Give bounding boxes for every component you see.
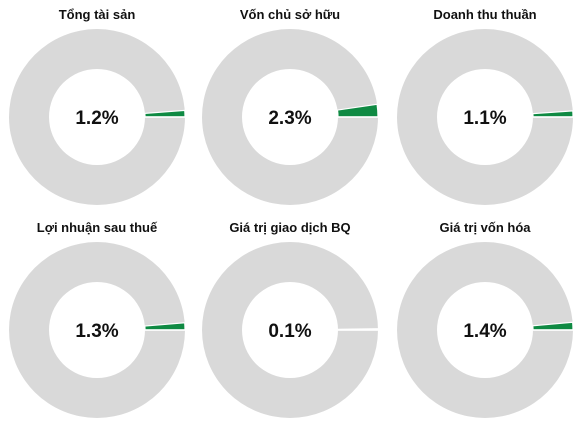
center-value-label: 1.1%	[463, 108, 506, 129]
center-value-label: 0.1%	[268, 321, 311, 342]
center-value-label: 2.3%	[268, 108, 311, 129]
chart-title: Doanh thu thuần	[433, 7, 536, 22]
donut-chart-5: Giá trị giao dịch BQ 0.1%	[202, 220, 379, 418]
donut-slice-share	[532, 110, 574, 118]
chart-title: Giá trị vốn hóa	[439, 220, 531, 235]
donut-slice-remainder	[202, 242, 378, 418]
donut-slice-remainder	[397, 29, 573, 205]
center-value-label: 1.3%	[75, 321, 118, 342]
donut-chart-3: Doanh thu thuần 1.1%	[397, 7, 574, 205]
chart-title: Giá trị giao dịch BQ	[229, 220, 350, 235]
chart-title: Vốn chủ sở hữu	[240, 7, 340, 22]
donut-chart-4: Lợi nhuận sau thuế 1.3%	[9, 220, 186, 418]
chart-title: Lợi nhuận sau thuế	[37, 220, 158, 235]
donut-slice-remainder	[397, 242, 573, 418]
center-value-label: 1.2%	[75, 108, 118, 129]
donut-slice-remainder	[9, 242, 185, 418]
donut-slice-remainder	[202, 29, 378, 205]
donut-chart-1: Tổng tài sản 1.2%	[9, 7, 186, 205]
chart-title: Tổng tài sản	[59, 7, 136, 22]
donut-chart-2: Vốn chủ sở hữu 2.3%	[202, 7, 379, 205]
donut-slice-remainder	[9, 29, 185, 205]
donut-slice-share	[532, 321, 574, 331]
donut-slice-share	[144, 109, 186, 118]
donut-slice-share	[144, 322, 186, 331]
donut-slice-share	[336, 103, 379, 118]
donut-chart-6: Giá trị vốn hóa 1.4%	[397, 220, 574, 418]
center-value-label: 1.4%	[463, 321, 506, 342]
